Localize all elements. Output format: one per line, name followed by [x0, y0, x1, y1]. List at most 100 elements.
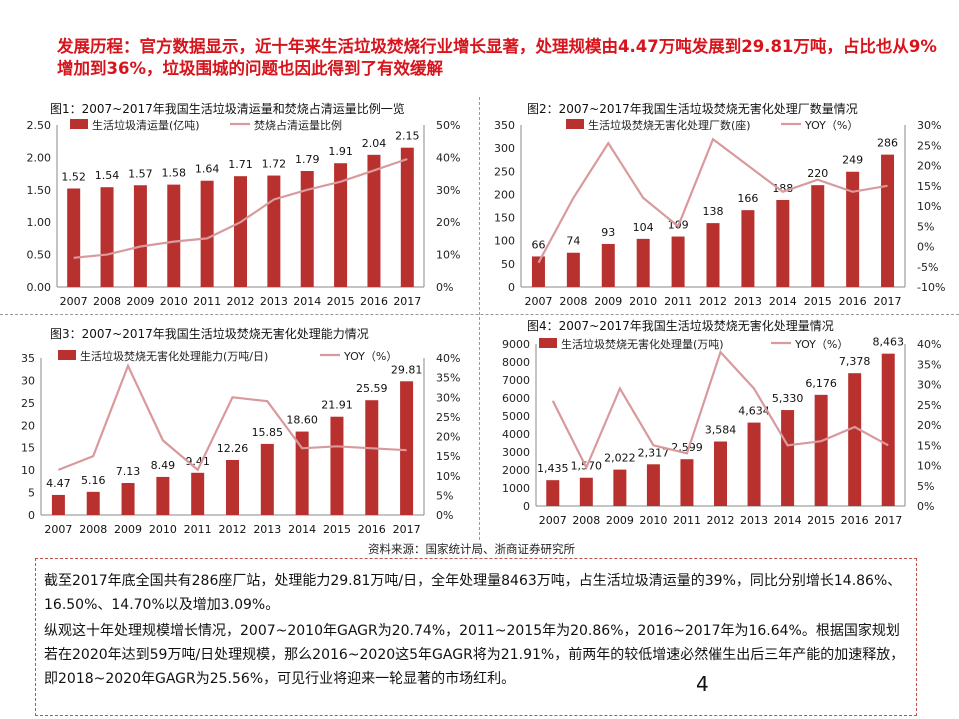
bar	[86, 491, 100, 515]
y-tick-label: 1.50	[27, 184, 52, 197]
x-tick-label: 2012	[219, 523, 247, 536]
note-paragraph-2: 纵观这十年处理规模增长情况，2007~2010年GAGR为20.74%，2011…	[44, 623, 905, 687]
y2-tick-label: 5%	[436, 489, 453, 502]
bar	[814, 394, 828, 506]
bar-data-label: 4.47	[46, 477, 71, 490]
y-tick-label: 1.00	[27, 216, 52, 229]
bar-data-label: 2,022	[604, 452, 636, 465]
y2-tick-label: 0%	[917, 241, 934, 254]
bar-data-label: 104	[633, 221, 654, 234]
x-tick-label: 2016	[839, 295, 867, 308]
bar-data-label: 286	[877, 137, 898, 150]
x-tick-label: 2009	[606, 514, 634, 527]
chart-waste-volume: 图1：2007~2017年我国生活垃圾清运量和焚烧占清运量比例一览 0.00 0.5…	[27, 101, 461, 308]
bar	[601, 243, 615, 287]
bar	[714, 441, 727, 506]
x-tick-label: 2009	[126, 295, 154, 308]
bar-data-label: 1.58	[162, 167, 187, 180]
y2-tick-label: 10%	[917, 460, 941, 473]
bar	[200, 180, 214, 287]
y2-tick-label: 25%	[917, 399, 941, 412]
x-tick-label: 2015	[323, 523, 351, 536]
x-tick-label: 2012	[699, 295, 727, 308]
bar	[579, 477, 593, 506]
chart-treatment-volume: 图4：2007~2017年我国生活垃圾焚烧无害化处理量情况 0 1000 2000 30…	[502, 318, 941, 527]
y2-tick-label: 20%	[917, 160, 941, 173]
bar	[234, 176, 247, 287]
y2-tick-label: 20%	[436, 216, 460, 229]
y2-tick-label: 50%	[436, 119, 460, 132]
y-tick-label: 10	[21, 464, 35, 477]
bar	[133, 185, 147, 287]
bar	[546, 480, 560, 506]
bar-data-label: 29.81	[391, 363, 423, 376]
y-tick-label: 0	[508, 281, 515, 294]
y2-tick-label: 35%	[917, 358, 941, 371]
y-tick-label: 2.00	[27, 151, 52, 164]
bar	[811, 185, 825, 287]
bar	[613, 469, 627, 506]
x-tick-label: 2015	[807, 514, 835, 527]
bar-data-label: 25.59	[356, 382, 388, 395]
y2-tick-label: 15%	[917, 180, 941, 193]
bar	[67, 188, 81, 287]
bar	[367, 154, 381, 287]
bar	[848, 373, 862, 506]
bar-data-label: 2.04	[362, 137, 387, 150]
y-tick-label: 20	[21, 419, 35, 432]
page-number: 4	[696, 672, 709, 696]
bar-data-label: 2.15	[395, 130, 420, 143]
y2-tick-label: 15%	[917, 439, 941, 452]
y2-tick-label: 0%	[436, 509, 453, 522]
x-tick-label: 2010	[160, 295, 188, 308]
y2-tick-label: -10%	[917, 281, 945, 294]
bar-data-label: 12.26	[217, 442, 249, 455]
bar-data-label: 18.60	[286, 414, 318, 427]
line-series	[537, 137, 888, 264]
legend-bar-swatch	[539, 338, 557, 348]
bar	[846, 171, 860, 287]
bar-data-label: 1.71	[228, 158, 253, 171]
y-tick-label: 35	[21, 352, 35, 365]
y2-tick-label: 0%	[436, 281, 453, 294]
bar	[100, 187, 114, 287]
y-tick-label: 350	[494, 119, 515, 132]
legend-bar-label: 生活垃圾清运量(亿吨)	[92, 118, 200, 132]
y-tick-label: 3000	[502, 446, 530, 459]
chart-title: 图1：2007~2017年我国生活垃圾清运量和焚烧占清运量比例一览	[50, 101, 405, 116]
bar	[706, 223, 720, 287]
bar	[300, 171, 314, 287]
bar-data-label: 188	[772, 182, 793, 195]
bar	[267, 175, 281, 287]
bar-data-label: 4,634	[738, 405, 770, 418]
y-tick-label: 4000	[502, 428, 530, 441]
x-tick-label: 2008	[572, 514, 600, 527]
y-tick-label: 2000	[502, 464, 530, 477]
y-tick-label: 5000	[502, 410, 530, 423]
bar-data-label: 220	[807, 167, 828, 180]
legend-line-label: YOY（%）	[343, 350, 397, 363]
bar-data-label: 5.16	[81, 474, 106, 487]
y2-tick-label: 0%	[917, 500, 934, 513]
bar	[51, 494, 65, 515]
chart-capacity: 图3：2007~2017年我国生活垃圾焚烧无害化处理能力情况 0 5 10 15 20 25…	[21, 326, 460, 536]
bar-data-label: 166	[737, 192, 758, 205]
y2-tick-label: 20%	[917, 419, 941, 432]
headline: 发展历程：官方数据显示，近十年来生活垃圾焚烧行业增长显著，处理规模由4.47万吨…	[57, 37, 937, 78]
x-tick-label: 2017	[874, 295, 902, 308]
x-tick-label: 2013	[734, 295, 762, 308]
source-note: 资料来源：国家统计局、浙商证券研究所	[368, 542, 575, 556]
y2-tick-label: 35%	[436, 372, 460, 385]
bar	[260, 443, 274, 515]
x-tick-label: 2010	[149, 523, 177, 536]
y-tick-label: 1000	[502, 482, 530, 495]
legend-bar-label: 生活垃圾焚烧无害化处理量(万吨)	[561, 337, 724, 351]
y2-tick-label: -5%	[917, 261, 938, 274]
chart-title: 图2：2007~2017年我国生活垃圾焚烧无害化处理厂数量情况	[527, 101, 858, 116]
y-tick-label: 200	[494, 188, 515, 201]
note-paragraph-1: 截至2017年底全国共有286座厂站，处理能力29.81万吨/日，全年处理量84…	[44, 573, 902, 613]
line-series	[551, 349, 889, 471]
chart-plant-count: 图2：2007~2017年我国生活垃圾焚烧无害化处理厂数量情况 0 50 100 150…	[494, 101, 945, 308]
bar	[121, 483, 135, 515]
bar-data-label: 2,317	[638, 446, 670, 459]
